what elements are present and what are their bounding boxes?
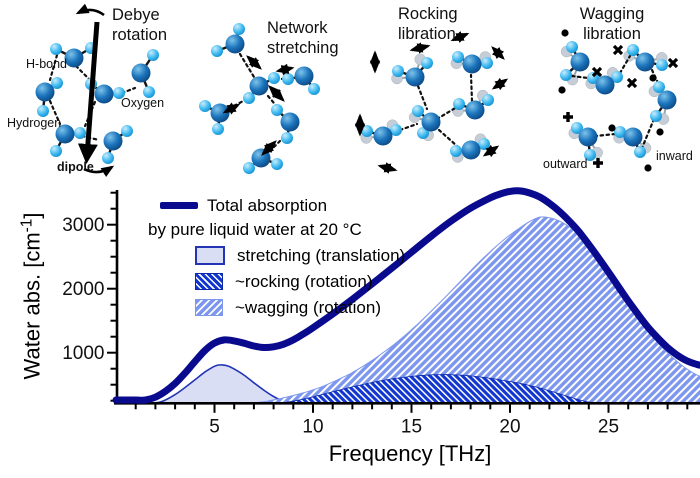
y-axis-title: Water abs. [cm-1]	[18, 212, 45, 380]
panel-title: Network	[267, 19, 328, 37]
axes	[107, 190, 700, 413]
legend-total-label: Total absorption	[207, 196, 328, 215]
total-absorption-curve	[112, 187, 700, 404]
panel-title-line2: libration	[583, 25, 641, 43]
svg-text:2000: 2000	[62, 279, 104, 300]
label-oxygen: Oxygen	[121, 96, 164, 110]
legend-total-sublabel: by pure liquid water at 20 °C	[148, 220, 362, 239]
svg-text:10: 10	[302, 417, 323, 438]
svg-text:20: 20	[499, 417, 520, 438]
label-hydrogen: Hydrogen	[7, 116, 61, 130]
panel-title-line2: stretching	[267, 39, 339, 57]
absorption-spectrum-chart: 5 10 15 20 25 1000 2000 3000	[62, 187, 700, 438]
tick-labels: 5 10 15 20 25 1000 2000 3000	[62, 215, 619, 437]
panel-title-line2: libration	[398, 25, 456, 43]
legend-wagging-label: ~wagging (rotation)	[235, 298, 382, 317]
panel-title: Debye	[112, 6, 160, 24]
panel-network-stretching: Network stretching	[199, 19, 339, 174]
label-h-bond: H-bond	[26, 57, 67, 71]
molecule-diagram-wagging	[558, 29, 679, 172]
stretching-area	[152, 364, 297, 404]
svg-text:5: 5	[209, 417, 220, 438]
label-dipole: dipole	[57, 160, 94, 174]
panel-rocking-libration: Rocking libration	[355, 5, 509, 174]
total-line-swatch	[160, 202, 198, 209]
legend-stretching-label: stretching (translation)	[237, 246, 406, 265]
svg-text:3000: 3000	[62, 215, 104, 236]
stretching-swatch	[195, 246, 225, 265]
rocking-area	[277, 374, 609, 404]
panel-debye-rotation: Debye rotation H-bond Oxygen Hydrogen di…	[7, 3, 167, 177]
label-inward: inward	[656, 149, 693, 163]
svg-text:1000: 1000	[62, 343, 104, 364]
svg-text:25: 25	[598, 417, 619, 438]
wagging-swatch	[195, 299, 223, 316]
x-axis-title: Frequency [THz]	[328, 441, 492, 466]
svg-text:15: 15	[401, 417, 422, 438]
molecule-diagram-network	[199, 23, 320, 174]
panel-title: Rocking	[398, 5, 458, 23]
legend-rocking-label: ~rocking (rotation)	[235, 272, 373, 291]
absorption-areas	[152, 216, 700, 404]
rocking-swatch	[195, 273, 223, 290]
molecule-diagram-debye	[35, 3, 159, 177]
panel-title-line2: rotation	[112, 26, 167, 44]
label-outward: outward	[543, 157, 588, 171]
chart-legend: Total absorption by pure liquid water at…	[148, 194, 405, 319]
panel-title: Wagging	[580, 5, 645, 23]
panel-wagging-libration: Wagging libration outward inward	[543, 5, 693, 172]
molecule-diagram-rocking	[355, 31, 509, 174]
